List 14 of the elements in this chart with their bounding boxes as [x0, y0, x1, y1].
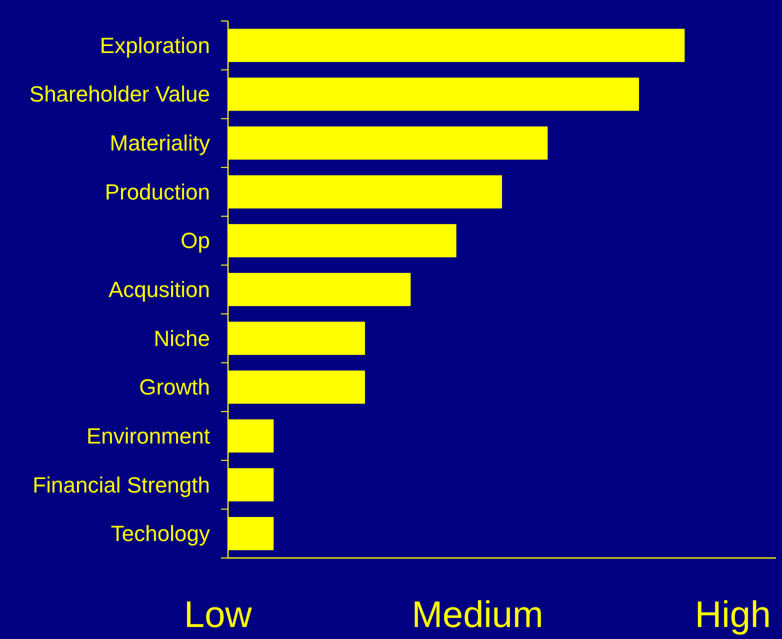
y-tick-label: Environment — [86, 423, 210, 448]
y-tick-label: Exploration — [100, 32, 210, 58]
y-tick-label: Techology — [110, 521, 210, 546]
text: Low — [184, 594, 252, 635]
y-tick-label: Growth — [139, 374, 210, 400]
y-tick-label: Financial Strength — [32, 472, 210, 498]
y-tick-label: Acqusition — [108, 277, 210, 302]
y-tick-label: Niche — [154, 326, 210, 351]
y-tick-label: Materiality — [110, 130, 210, 156]
text: Medium — [412, 594, 544, 635]
text: High — [694, 594, 771, 635]
y-tick-label: Shareholder Value — [29, 82, 210, 107]
y-tick-label: Op — [180, 228, 210, 254]
y-tick-label: Production — [104, 179, 210, 204]
